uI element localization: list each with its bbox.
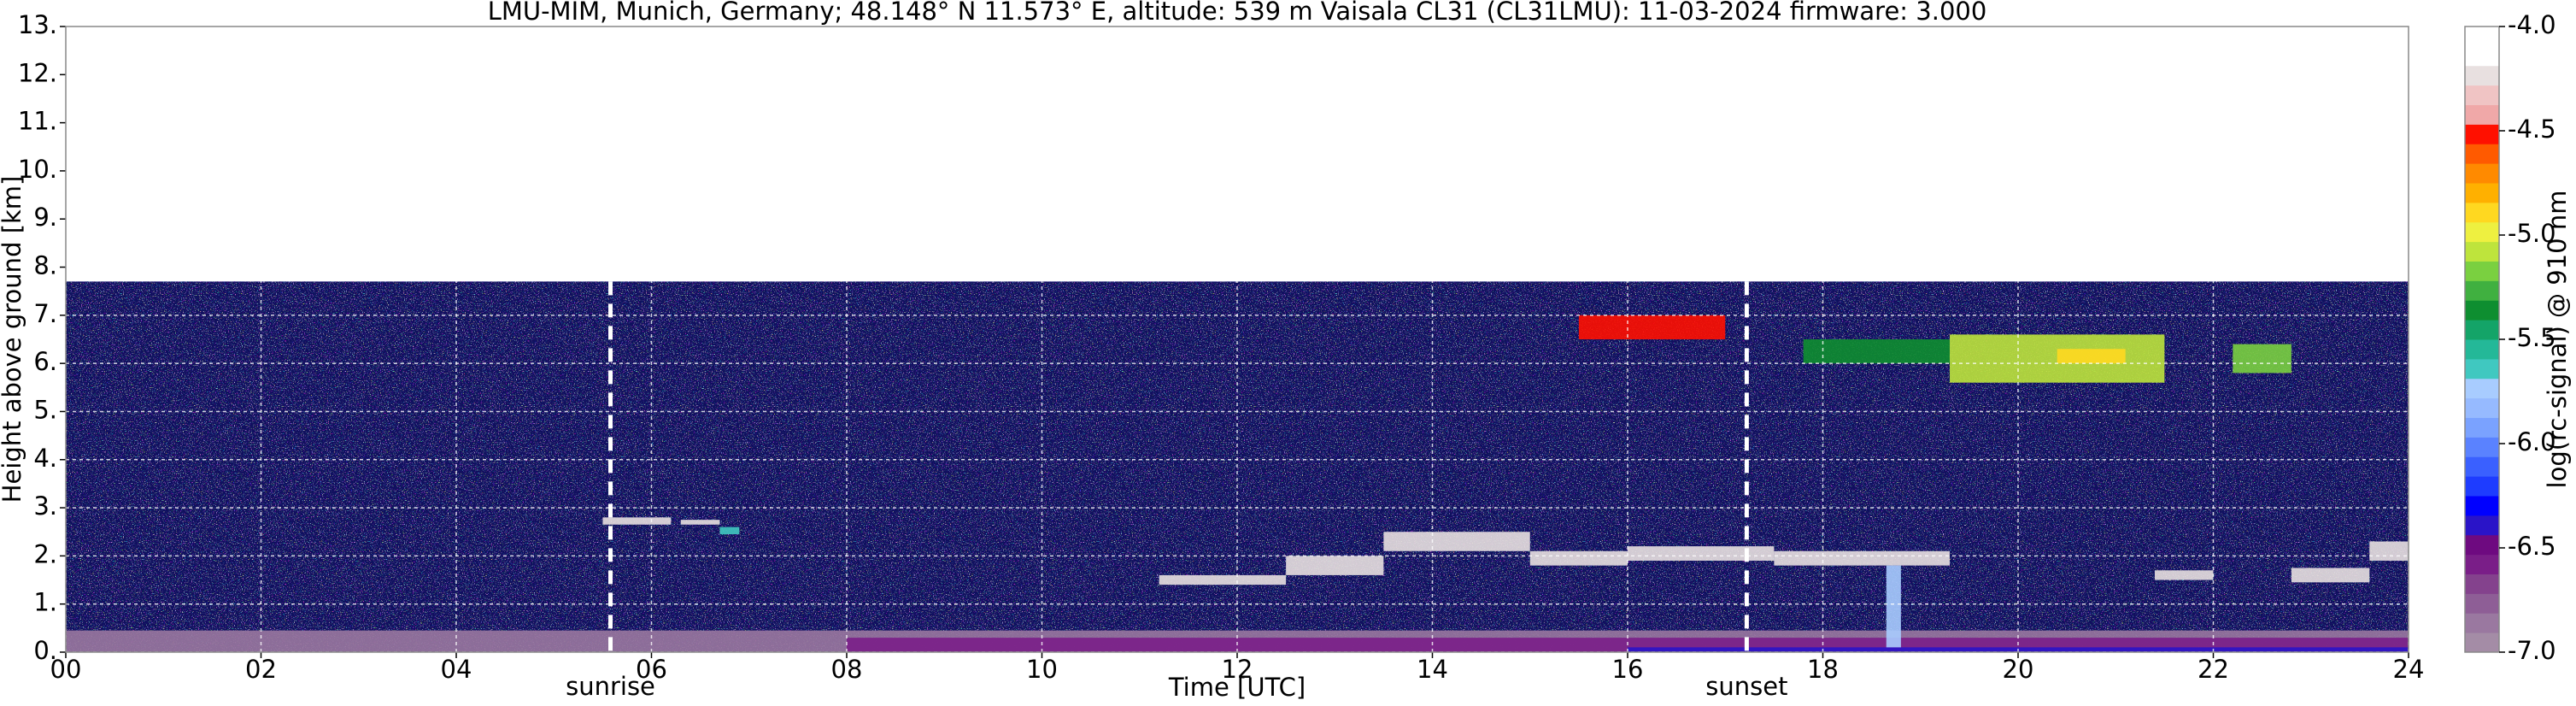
colorbar-swatch [2465, 221, 2499, 243]
x-tick-label: 14 [1417, 655, 1448, 684]
signal-region [1159, 574, 1287, 585]
colorbar-swatch [2465, 104, 2499, 125]
colorbar-swatch [2465, 85, 2499, 105]
signal-region [1383, 532, 1530, 551]
signal-region [602, 517, 672, 525]
colorbar-swatch [2465, 554, 2499, 574]
y-tick-label: 11. [18, 107, 57, 136]
x-tick-label: 20 [2003, 655, 2034, 684]
y-axis-label: Height above ground [km] [0, 176, 26, 503]
x-tick-label: 12 [1222, 655, 1253, 684]
colorbar-swatch [2465, 202, 2499, 223]
colorbar-tick-label: -5.0 [2508, 219, 2556, 248]
colorbar-swatch [2465, 261, 2499, 281]
colorbar-swatch [2465, 496, 2499, 516]
colorbar-swatch [2465, 456, 2499, 477]
annotation-label: sunrise [566, 672, 655, 701]
colorbar-swatch [2465, 45, 2499, 67]
colorbar-label: log(rc-signal) @ 910 nm [2543, 191, 2572, 489]
y-tick-label: 1. [33, 588, 57, 617]
colorbar-swatch [2465, 593, 2499, 614]
y-tick-label: 6. [33, 347, 57, 376]
x-tick-label: 18 [1807, 655, 1839, 684]
colorbar-swatch [2465, 476, 2499, 497]
y-tick-label: 4. [33, 444, 57, 473]
y-tick-label: 7. [33, 299, 57, 328]
y-tick-label: 12. [18, 58, 57, 87]
signal-region [1578, 315, 1726, 339]
colorbar-tick-label: -6.5 [2508, 532, 2556, 561]
signal-region [680, 520, 720, 525]
colorbar-swatch [2465, 378, 2499, 399]
plot-frame [65, 26, 2409, 653]
chart-title: LMU-MIM, Munich, Germany; 48.148° N 11.5… [488, 0, 1987, 26]
colorbar-swatch [2465, 358, 2499, 379]
x-tick-label: 00 [50, 655, 82, 684]
colorbar-swatch [2465, 65, 2499, 86]
y-tick-label: 2. [33, 539, 57, 568]
y-tick-label: 9. [33, 203, 57, 232]
colorbar-tick-label: -6.0 [2508, 427, 2556, 456]
colorbar-tick-label: -4.0 [2508, 10, 2556, 39]
colorbar-swatch [2465, 300, 2499, 321]
colorbar-swatch [2465, 280, 2499, 301]
colorbar-swatch [2465, 241, 2499, 262]
y-tick-label: 10. [18, 155, 57, 184]
colorbar-swatch [2465, 144, 2499, 164]
signal-region [2233, 344, 2291, 374]
colorbar-swatch [2465, 515, 2499, 536]
signal-region [1886, 565, 1901, 648]
colorbar-swatch [2465, 534, 2499, 556]
colorbar-swatch [2465, 124, 2499, 144]
signal-region [719, 527, 740, 535]
x-tick-label: 24 [2393, 655, 2425, 684]
colorbar-swatch [2465, 163, 2499, 184]
signal-region [1803, 339, 1951, 364]
colorbar-swatch [2465, 183, 2499, 203]
x-tick-label: 02 [245, 655, 277, 684]
colorbar-swatch [2465, 417, 2499, 438]
x-tick-label: 04 [441, 655, 472, 684]
signal-region [2154, 570, 2214, 580]
x-axis-label: Time [UTC] [1168, 673, 1306, 702]
x-tick-label: 22 [2198, 655, 2229, 684]
colorbar-swatch [2465, 613, 2499, 633]
colorbar-swatch [2465, 26, 2499, 47]
x-tick-label: 16 [1612, 655, 1644, 684]
y-tick-label: 5. [33, 395, 57, 424]
y-tick-label: 8. [33, 251, 57, 280]
signal-region [2369, 541, 2409, 562]
signal-region [1774, 550, 1951, 566]
x-tick-label: 10 [1026, 655, 1058, 684]
y-tick-label: 0. [33, 636, 57, 665]
signal-region [1628, 546, 1775, 562]
colorbar-tick-label: -5.5 [2508, 323, 2556, 352]
colorbar-swatch [2465, 339, 2499, 360]
overlay: 00 02 04 06 08 10 12 14 16 18 20 22 24 0. 1. 2. 3. 4. 5. 6.… [18, 10, 2556, 701]
colorbar-tick-label: -7.0 [2508, 636, 2556, 665]
signal-region [1286, 556, 1384, 575]
colorbar-swatch [2465, 574, 2499, 594]
signal-region [1529, 550, 1628, 566]
colorbar-tick-label: -4.5 [2508, 115, 2556, 144]
x-tick-label: 08 [831, 655, 863, 684]
y-tick-label: 13. [18, 10, 57, 39]
colorbar-swatch [2465, 320, 2499, 340]
colorbar-swatch [2465, 437, 2499, 457]
x-tick-label: 06 [636, 655, 667, 684]
colorbar-swatch [2465, 397, 2499, 418]
annotation-label: sunset [1705, 672, 1787, 701]
signal-region [2291, 568, 2370, 583]
colorbar-swatch [2465, 632, 2499, 653]
signal-region [2057, 349, 2126, 364]
y-tick-label: 3. [33, 491, 57, 521]
